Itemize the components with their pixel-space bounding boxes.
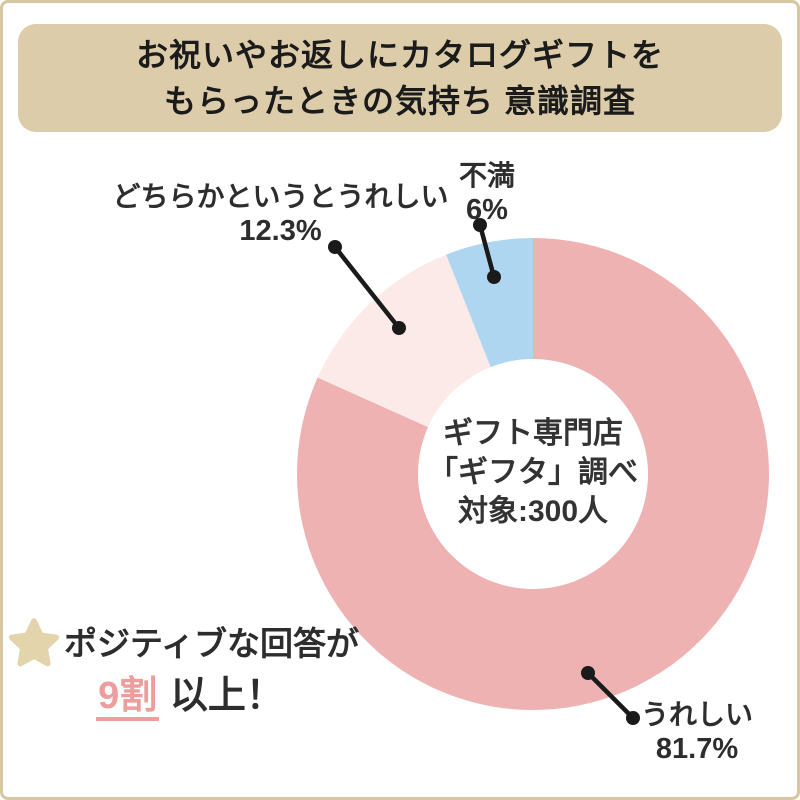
- leader-line-0: [333, 245, 401, 330]
- slice-label-fuman: 不満 6%: [432, 158, 542, 228]
- leader-line-1: [477, 224, 497, 278]
- slice-label-percent: 12.3%: [239, 215, 322, 247]
- slice-label-dochiraka-ureshii: どちらかというとうれしい 12.3%: [108, 179, 453, 249]
- slice-label-ureshii: うれしい 81.7%: [607, 697, 787, 767]
- center-note-line-1: ギフト専門店: [443, 417, 623, 450]
- annotation-prefix: ポジティブな回答が: [64, 625, 360, 662]
- annotation-highlight: 9割: [96, 675, 160, 721]
- center-note-line-3: 対象:300人: [457, 495, 609, 528]
- leader-dot-2-1: [626, 711, 640, 725]
- leader-dot-0-0: [328, 240, 342, 254]
- chart-center-note: ギフト専門店 「ギフタ」調べ 対象:300人: [373, 414, 693, 531]
- slice-label-percent: 6%: [466, 194, 508, 226]
- leader-dot-0-1: [392, 321, 406, 335]
- donut-slice-0: [296, 238, 769, 710]
- slice-label-name: 不満: [458, 160, 515, 191]
- donut-slice-2: [446, 238, 533, 368]
- leader-line-2: [586, 671, 635, 720]
- star-icon: [8, 618, 60, 667]
- leader-dot-1-0: [473, 218, 487, 232]
- title-line-2: もらったときの気持ち 意識調査: [164, 83, 636, 119]
- leader-dot-1-1: [487, 270, 501, 284]
- title-banner: お祝いやお返しにカタログギフトを もらったときの気持ち 意識調査: [18, 24, 782, 132]
- positive-answer-annotation: ポジティブな回答が 9割 以上！: [8, 618, 372, 721]
- slice-label-name: どちらかというとうれしい: [112, 181, 449, 212]
- donut-slice-1: [317, 254, 491, 428]
- slice-label-percent: 81.7%: [655, 733, 739, 765]
- annotation-suffix: 以上！: [169, 675, 284, 717]
- center-note-line-2: 「ギフタ」調べ: [428, 456, 638, 489]
- title-line-1: お祝いやお返しにカタログギフトを: [135, 37, 664, 73]
- leader-dot-2-0: [581, 666, 595, 680]
- slice-label-name: うれしい: [640, 699, 753, 730]
